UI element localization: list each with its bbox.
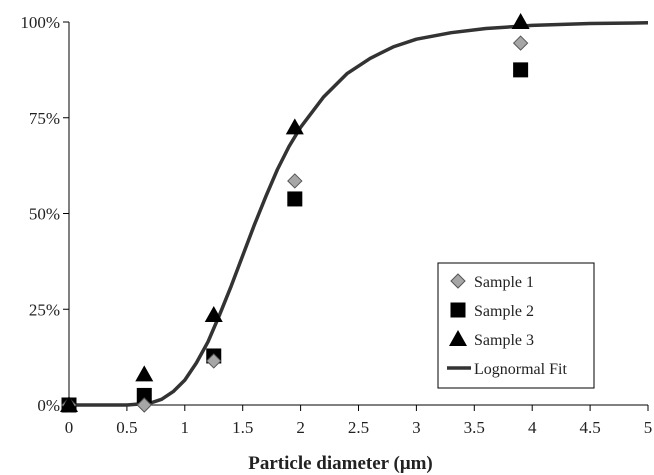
legend-swatch-sample-3 (449, 330, 467, 346)
legend: Sample 1 Sample 2 Sample 3 Lognormal Fit (437, 262, 595, 389)
x-tick-label: 4.5 (579, 418, 600, 437)
legend-swatch-sample-2 (450, 302, 466, 318)
y-tick-label: 50% (29, 205, 60, 224)
x-axis-title: Particle diameter (μm) (248, 453, 433, 474)
legend-label-sample-3: Sample 3 (474, 332, 534, 349)
sample-3-point (135, 365, 154, 382)
x-tick-label: 1.5 (232, 418, 253, 437)
sample-2-point (287, 191, 303, 207)
legend-label-lognormal-fit: Lognormal Fit (474, 361, 567, 378)
lognormal-fit-line (69, 21, 649, 407)
legend-swatch-sample-1 (450, 273, 466, 289)
sample-3-point (204, 305, 223, 322)
sample-3-point (285, 118, 304, 135)
x-tick-label: 1 (181, 418, 190, 437)
sample-1-point (206, 353, 222, 369)
x-tick-label: 4 (528, 418, 537, 437)
legend-label-sample-1: Sample 1 (474, 274, 534, 291)
x-tick-label: 0.5 (116, 418, 137, 437)
sample-3-point (60, 396, 78, 412)
x-tick-label: 2.5 (348, 418, 369, 437)
sample-1-point (136, 397, 152, 413)
sample-1-point (287, 173, 303, 189)
x-tick-label: 5 (644, 418, 653, 437)
x-tick-label: 3 (412, 418, 421, 437)
y-tick-label: 100% (20, 13, 60, 32)
x-tick-label: 3.5 (464, 418, 485, 437)
y-tick-label: 25% (29, 300, 60, 319)
sample-2-point (513, 62, 529, 78)
x-tick-label: 2 (296, 418, 305, 437)
sample-3-point (511, 13, 530, 29)
y-tick-label: 0% (37, 396, 60, 415)
sample-1-point (512, 35, 529, 51)
axes: 0% 25% 50% 75% 100% 0 0.5 1 1.5 2 2.5 3 3.5 4 4.5 5 (20, 13, 652, 437)
sample-2-point (136, 387, 152, 403)
legend-label-sample-2: Sample 2 (474, 303, 534, 320)
x-tick-label: 0 (65, 418, 74, 437)
y-tick-label: 75% (29, 109, 60, 128)
plot-area (60, 13, 649, 413)
